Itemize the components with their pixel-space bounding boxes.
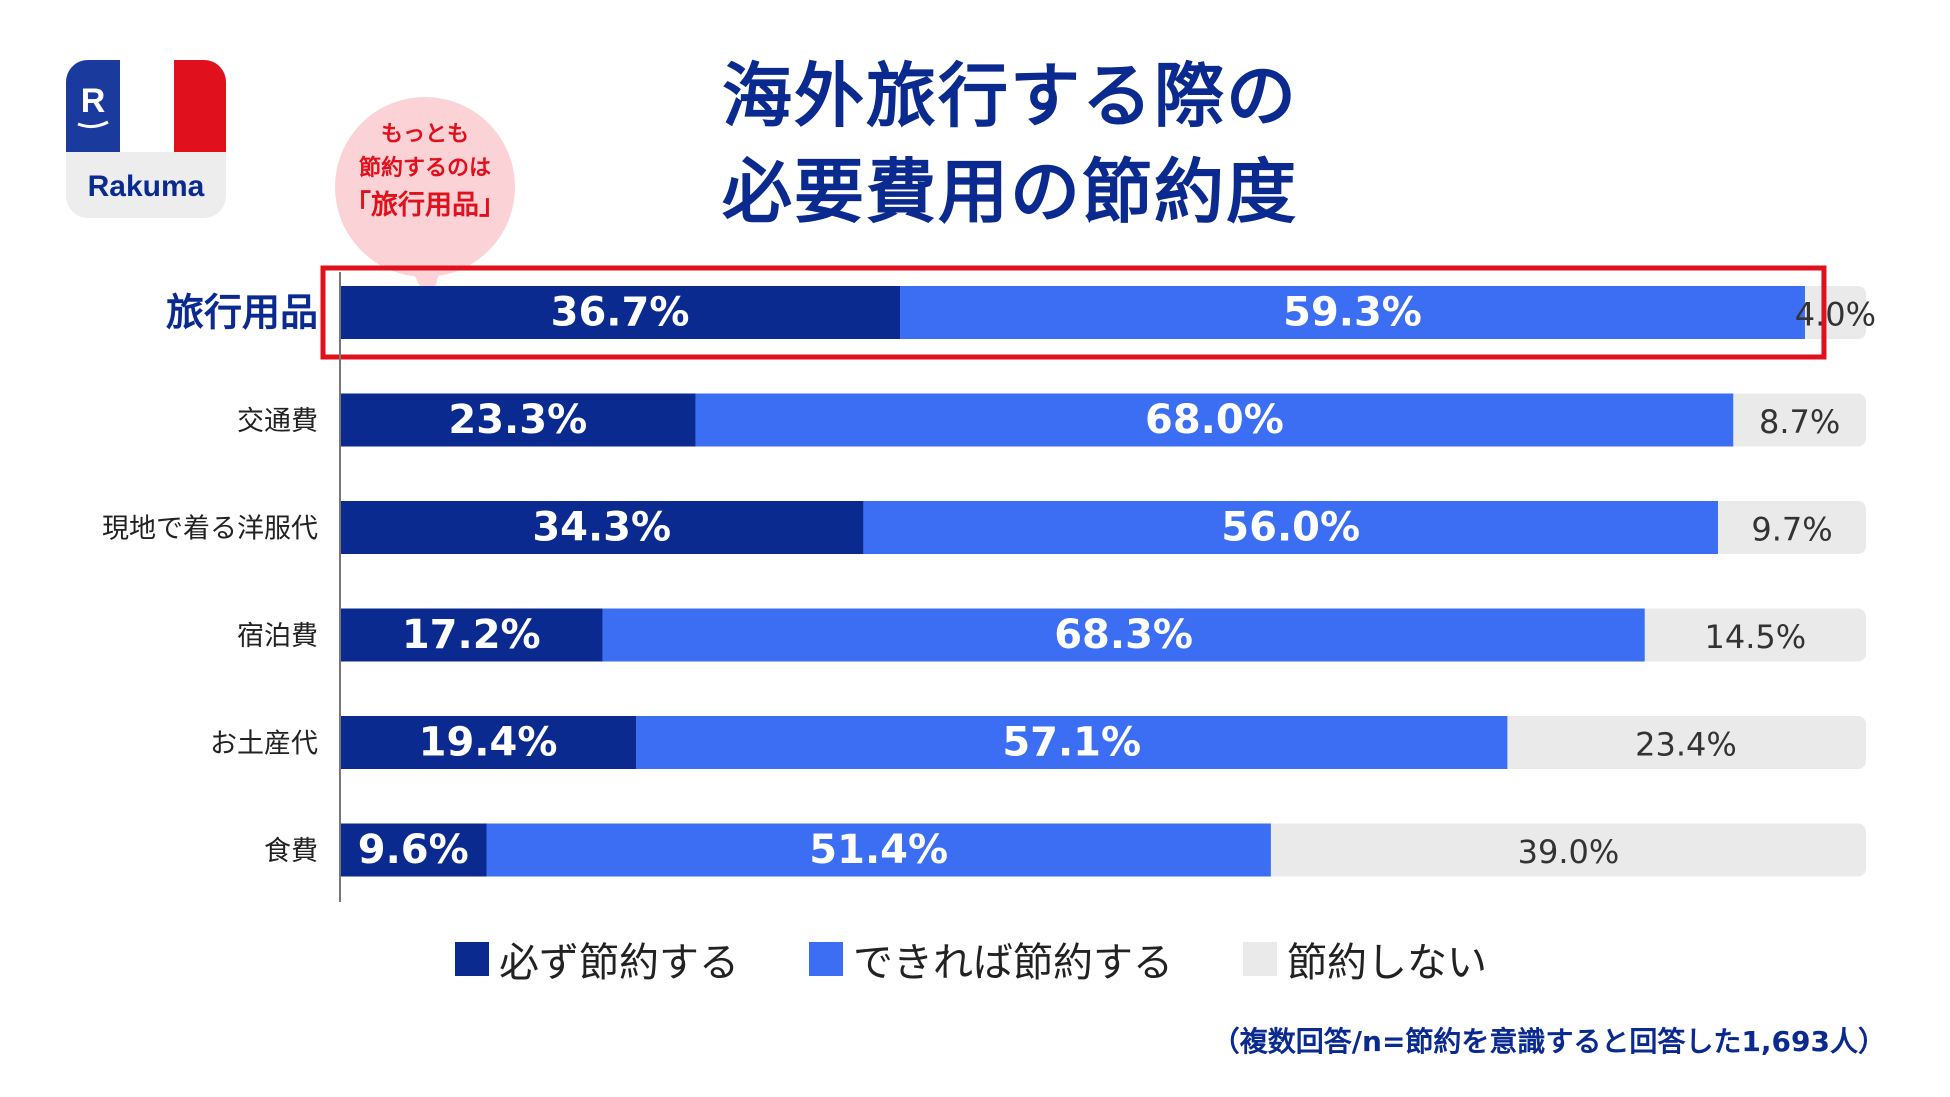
logo-letter: R — [81, 82, 106, 120]
data-label-if-possible: 68.3% — [1054, 612, 1193, 658]
legend-item-never: 節約しない — [1243, 930, 1487, 988]
data-label-never: 23.4% — [1635, 726, 1737, 764]
legend-label-never: 節約しない — [1287, 940, 1487, 986]
category-label: 食費 — [264, 836, 318, 867]
data-label-never: 4.0% — [1795, 296, 1876, 334]
rakuma-logo: R Rakuma — [66, 60, 226, 218]
legend-swatch-never — [1243, 942, 1277, 976]
callout-line-2: 節約するのは — [358, 156, 491, 181]
category-label: 旅行用品 — [166, 291, 318, 335]
category-label: お土産代 — [210, 729, 318, 760]
data-label-never: 39.0% — [1518, 833, 1620, 871]
category-label: 交通費 — [237, 406, 318, 437]
highlight-box — [320, 265, 1827, 360]
data-label-always: 19.4% — [419, 720, 558, 766]
title-line-2: 必要費用の節約度 — [722, 151, 1298, 233]
callout-line-3: 「旅行用品」 — [344, 190, 506, 221]
data-label-always: 36.7% — [551, 290, 690, 336]
title-line-1: 海外旅行する際の — [722, 55, 1298, 137]
bar-segment-always — [340, 716, 637, 769]
footnote: （複数回答/n=節約を意識すると回答した1,693人） — [1211, 1025, 1886, 1058]
data-label-never: 14.5% — [1705, 618, 1807, 656]
data-label-if-possible: 57.1% — [1002, 720, 1141, 766]
legend-item-if-possible: できれば節約する — [809, 930, 1173, 988]
bar-segment-always — [340, 501, 864, 554]
data-label-if-possible: 51.4% — [809, 827, 948, 873]
data-label-never: 9.7% — [1751, 511, 1832, 549]
legend-swatch-if-possible — [809, 942, 843, 976]
bar-segment-always — [340, 286, 901, 339]
bar-segment-always — [340, 823, 487, 877]
legend-label-always: 必ず節約する — [499, 940, 739, 986]
bar-segment-if-possible — [486, 823, 1271, 877]
category-label: 宿泊費 — [237, 621, 318, 652]
bar-segment-if-possible — [636, 716, 1508, 769]
data-label-if-possible: 68.0% — [1145, 397, 1284, 443]
legend-item-always: 必ず節約する — [455, 930, 739, 988]
callout-line-1: もっとも — [380, 122, 469, 147]
callout-text: もっとも 節約するのは 「旅行用品」 — [332, 118, 518, 226]
category-label: 現地で着る洋服代 — [102, 514, 318, 545]
data-label-if-possible: 56.0% — [1221, 505, 1360, 551]
bar-segment-always — [340, 608, 603, 662]
data-label-always: 23.3% — [448, 397, 587, 443]
data-label-never: 8.7% — [1759, 403, 1840, 441]
bar-segment-if-possible — [602, 608, 1645, 662]
legend-swatch-always — [455, 942, 489, 976]
bar-segment-always — [340, 393, 696, 447]
logo-wordmark: Rakuma — [88, 170, 205, 203]
legend: 必ず節約する できれば節約する 節約しない — [455, 930, 1487, 988]
data-label-if-possible: 59.3% — [1283, 290, 1422, 336]
data-label-always: 34.3% — [532, 505, 671, 551]
callout-bubble — [330, 95, 520, 305]
bar-segment-if-possible — [900, 286, 1805, 339]
legend-label-if-possible: できれば節約する — [853, 940, 1173, 986]
bar-segment-if-possible — [863, 501, 1718, 554]
data-label-always: 17.2% — [402, 612, 541, 658]
chart-title: 海外旅行する際の 必要費用の節約度 — [560, 48, 1460, 240]
bar-segment-if-possible — [695, 393, 1734, 447]
data-label-always: 9.6% — [358, 827, 469, 873]
